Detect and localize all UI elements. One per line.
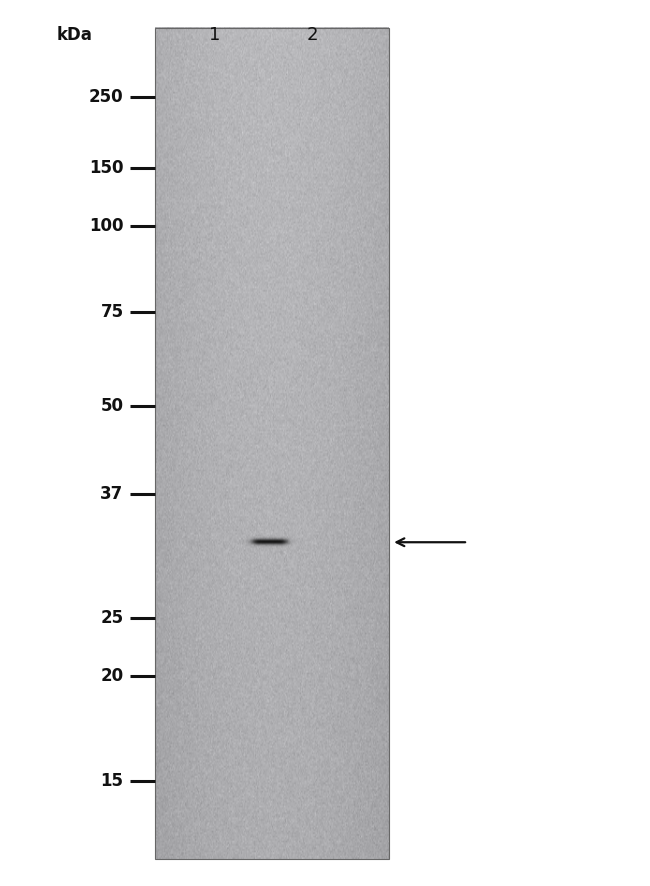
Text: kDa: kDa (57, 27, 93, 44)
Text: 20: 20 (100, 667, 124, 685)
Text: 2: 2 (306, 27, 318, 44)
Text: 25: 25 (100, 610, 124, 627)
Text: 50: 50 (101, 397, 124, 415)
Text: 1: 1 (209, 27, 220, 44)
Text: 75: 75 (100, 303, 124, 321)
Text: 15: 15 (101, 773, 124, 790)
Text: 150: 150 (89, 159, 124, 177)
Text: 100: 100 (89, 217, 124, 235)
Bar (155, 28, 389, 859)
Text: 37: 37 (100, 486, 124, 503)
Text: 250: 250 (89, 89, 124, 106)
